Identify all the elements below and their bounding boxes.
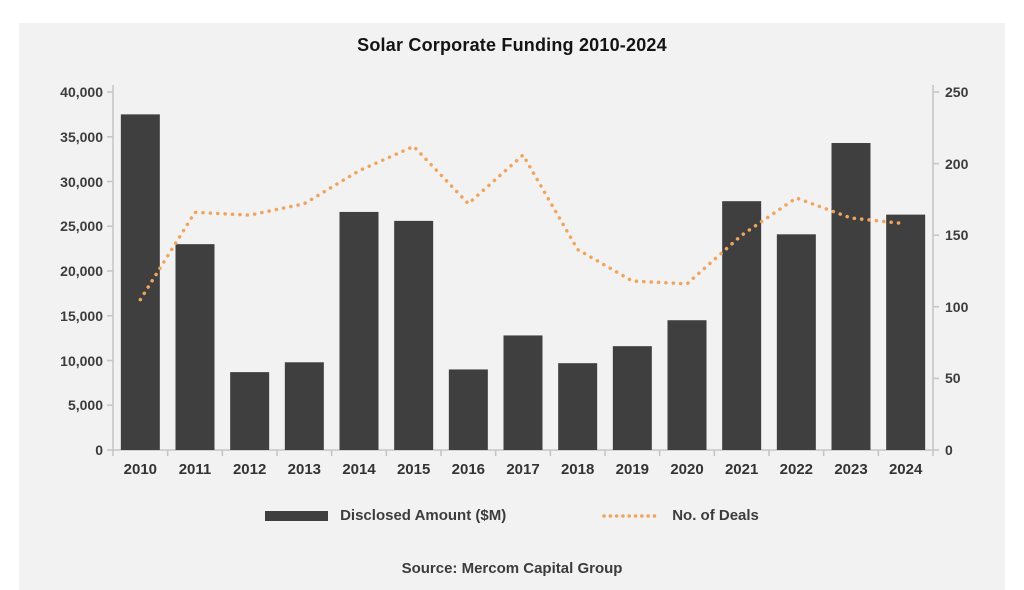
x-axis-label-2021: 2021 bbox=[724, 461, 759, 478]
x-axis-label-2013: 2013 bbox=[287, 461, 322, 478]
x-axis-label-2010: 2010 bbox=[123, 461, 158, 478]
x-axis-label-2024: 2024 bbox=[888, 461, 923, 478]
left-axis-tick-label: 0 bbox=[95, 442, 103, 458]
legend-label-disclosed-amount: Disclosed Amount ($M) bbox=[340, 507, 507, 524]
x-axis-label-2023: 2023 bbox=[834, 461, 868, 478]
bar-2018 bbox=[558, 363, 598, 450]
chart-title: Solar Corporate Funding 2010-2024 bbox=[357, 35, 667, 55]
chart-plot: 0 5,000 10,000 15,000 20,000 25,000 30,000 35,0… bbox=[19, 23, 1005, 503]
right-axis-tick-label: 250 bbox=[945, 84, 969, 100]
x-axis-label-2016: 2016 bbox=[451, 461, 486, 478]
x-axis-label-2022: 2022 bbox=[779, 461, 814, 478]
chart-legend: Disclosed Amount ($M) No. of Deals bbox=[19, 507, 1005, 524]
x-axis-label-2019: 2019 bbox=[615, 461, 650, 478]
bar-2017 bbox=[503, 335, 543, 450]
x-axis-label-2015: 2015 bbox=[396, 461, 431, 478]
left-axis-tick-label: 40,000 bbox=[60, 84, 103, 100]
left-axis-tick-label: 30,000 bbox=[60, 173, 103, 190]
bar-2015 bbox=[394, 220, 434, 450]
chart-canvas bbox=[107, 85, 939, 456]
x-axis-label-2017: 2017 bbox=[506, 461, 540, 478]
x-axis-label-2011: 2011 bbox=[178, 461, 212, 478]
bar-2019 bbox=[612, 346, 652, 450]
deals-dotted-line bbox=[138, 144, 908, 302]
left-axis-tick-label: 15,000 bbox=[60, 307, 103, 324]
bar-2021 bbox=[722, 201, 762, 450]
x-axis-label-2012: 2012 bbox=[232, 461, 267, 478]
legend-label-no-of-deals: No. of Deals bbox=[672, 507, 759, 524]
legend-item-no-of-deals: No. of Deals bbox=[602, 507, 759, 524]
bar-2010 bbox=[120, 114, 160, 450]
right-axis-tick-label: 100 bbox=[945, 298, 969, 315]
x-axis-label-2020: 2020 bbox=[670, 461, 704, 478]
bar-2016 bbox=[448, 369, 488, 450]
right-axis-tick-label: 200 bbox=[945, 155, 969, 172]
chart-panel: Solar Corporate Funding 2010-2024 0 5,000… bbox=[19, 23, 1005, 590]
legend-item-disclosed-amount: Disclosed Amount ($M) bbox=[265, 507, 506, 524]
bar-2023 bbox=[831, 143, 871, 450]
bar-2014 bbox=[339, 211, 379, 450]
left-axis-tick-label: 20,000 bbox=[60, 263, 103, 279]
right-axis-tick-label: 50 bbox=[945, 370, 961, 387]
bar-series-swatch bbox=[265, 510, 329, 521]
x-axis-label-2014: 2014 bbox=[342, 461, 376, 478]
right-axis-tick-label: 0 bbox=[945, 442, 953, 458]
bar-2020 bbox=[667, 320, 707, 450]
bar-2012 bbox=[230, 372, 270, 450]
left-axis-tick-label: 5,000 bbox=[67, 397, 103, 414]
dotted-line-swatch bbox=[602, 513, 660, 518]
left-axis-tick-label: 10,000 bbox=[60, 352, 103, 369]
bar-2022 bbox=[776, 234, 816, 450]
right-axis-tick-label: 150 bbox=[945, 227, 969, 244]
bar-2024 bbox=[886, 214, 926, 450]
source-caption: Source: Mercom Capital Group bbox=[401, 560, 623, 577]
left-axis-tick-label: 25,000 bbox=[60, 218, 103, 235]
left-axis-tick-label: 35,000 bbox=[60, 128, 103, 145]
bar-2011 bbox=[175, 244, 215, 450]
bar-2013 bbox=[284, 362, 324, 450]
x-axis-label-2018: 2018 bbox=[560, 461, 595, 478]
